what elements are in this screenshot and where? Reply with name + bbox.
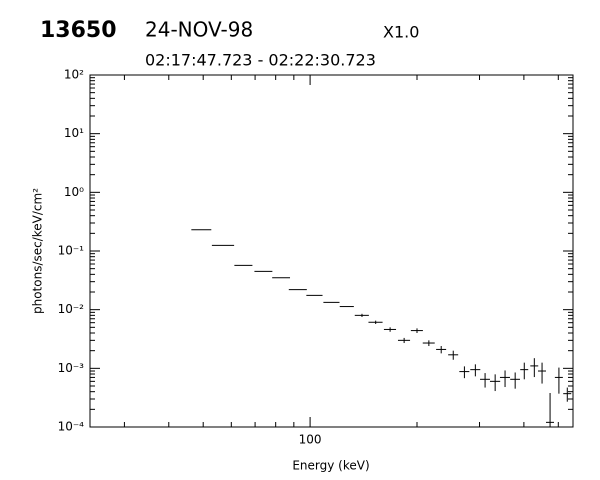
y-tick-label: 10² <box>64 68 84 82</box>
y-tick-label: 10⁻² <box>58 302 85 316</box>
scale: X1.0 <box>383 23 419 42</box>
data-points <box>191 229 572 427</box>
y-axis-label: photons/sec/keV/cm² <box>31 188 45 314</box>
x-axis-label: Energy (keV) <box>292 459 369 473</box>
y-tick-label: 10⁰ <box>64 185 84 199</box>
date: 24-NOV-98 <box>145 18 253 42</box>
y-tick-label: 10⁻³ <box>58 361 85 375</box>
y-tick-label: 10⁻¹ <box>58 244 85 258</box>
x-tick-label: 100 <box>299 433 322 447</box>
y-tick-label: 10¹ <box>64 126 84 140</box>
y-tick-label: 10⁻⁴ <box>58 420 85 434</box>
time-range: 02:17:47.723 - 02:22:30.723 <box>145 51 376 70</box>
event-number: 13650 <box>40 18 117 43</box>
